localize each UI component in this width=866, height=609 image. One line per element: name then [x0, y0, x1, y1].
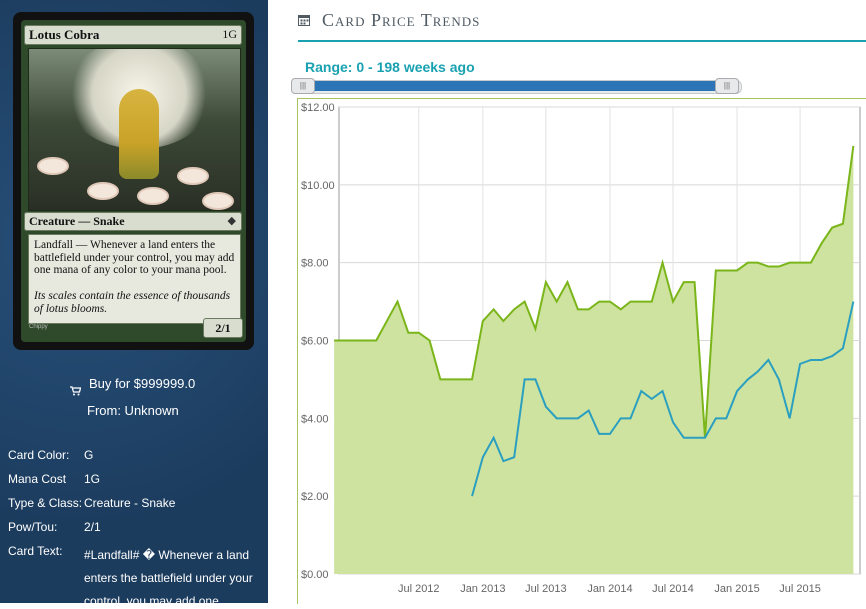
- price-chart: $0.00 $2.00 $4.00 $6.00 $8.00 $10.00 $12.00 Jul…: [297, 98, 866, 604]
- y-tick-label: $10.00: [301, 180, 335, 192]
- attr-value: G: [84, 448, 94, 462]
- card-text-box: Landfall — Whenever a land enters the ba…: [28, 234, 241, 324]
- card-flavor-text: Its scales contain the essence of thousa…: [34, 290, 231, 315]
- x-tick-label: Jan 2015: [714, 583, 759, 595]
- y-tick-label: $6.00: [301, 336, 329, 348]
- lotus-flower-art: [204, 194, 232, 208]
- price-chart-svg: $0.00 $2.00 $4.00 $6.00 $8.00 $10.00 $12.00 Jul…: [301, 102, 861, 595]
- series-high-line: [334, 145, 855, 438]
- range-slider-fill: [303, 81, 729, 91]
- attr-key: Card Text:: [8, 544, 63, 558]
- attr-key: Card Color:: [8, 448, 70, 462]
- x-tick-label: Jul 2013: [525, 583, 567, 595]
- attr-value: 2/1: [84, 520, 101, 534]
- seller-label: From: Unknown: [87, 403, 179, 418]
- series-low-line: [471, 301, 855, 497]
- cart-icon: [70, 386, 82, 399]
- card-title-bar: Lotus Cobra 1G: [24, 25, 242, 45]
- page-title: Card Price Trends: [322, 10, 481, 30]
- x-tick-label: Jul 2012: [398, 583, 440, 595]
- card-mana-cost: 1G: [222, 27, 237, 41]
- card-power-toughness: 2/1: [203, 318, 243, 338]
- lotus-flower-art: [39, 159, 67, 173]
- attr-value: Creature - Snake: [84, 496, 176, 510]
- y-tick-label: $2.00: [301, 491, 329, 503]
- card-image[interactable]: Lotus Cobra 1G Creature — Snake ◆ Landfa…: [13, 12, 254, 350]
- y-tick-label: $4.00: [301, 413, 329, 425]
- y-tick-label: $8.00: [301, 258, 329, 270]
- lotus-flower-art: [179, 169, 207, 183]
- card-artist: Chippy: [29, 324, 48, 330]
- x-tick-label: Jul 2014: [652, 583, 694, 595]
- cobra-art: [119, 89, 159, 179]
- set-symbol-icon: ◆: [227, 215, 236, 227]
- lotus-flower-art: [139, 189, 167, 203]
- attr-value: #Landfall# � Whenever a land enters the …: [84, 548, 253, 603]
- series-high-area: [334, 145, 854, 574]
- y-tick-label: $0.00: [301, 569, 329, 581]
- range-slider-end-handle[interactable]: |||: [715, 78, 739, 94]
- card-rules-text: Landfall — Whenever a land enters the ba…: [34, 239, 235, 276]
- range-label: Range: 0 - 198 weeks ago: [305, 59, 475, 75]
- attr-value: 1G: [84, 472, 101, 486]
- sidebar: Lotus Cobra 1G Creature — Snake ◆ Landfa…: [0, 0, 268, 603]
- buy-label[interactable]: Buy for $999999.0: [89, 376, 196, 391]
- card-type-bar: Creature — Snake ◆: [24, 212, 242, 231]
- x-tick-label: Jul 2015: [779, 583, 821, 595]
- lotus-flower-art: [89, 184, 117, 198]
- card-art: [28, 48, 241, 211]
- range-slider-start-handle[interactable]: |||: [291, 78, 315, 94]
- x-tick-label: Jan 2014: [587, 583, 632, 595]
- y-tick-label: $12.00: [301, 102, 335, 114]
- section-header: Card Price Trends: [298, 0, 866, 42]
- attr-key: Pow/Tou:: [8, 520, 58, 534]
- attr-key: Mana Cost: [8, 472, 67, 486]
- x-tick-label: Jan 2013: [460, 583, 505, 595]
- calendar-icon: [298, 13, 310, 26]
- attr-key: Type & Class:: [8, 496, 83, 510]
- card-type-line: Creature — Snake: [29, 214, 125, 228]
- card-name: Lotus Cobra: [29, 27, 100, 42]
